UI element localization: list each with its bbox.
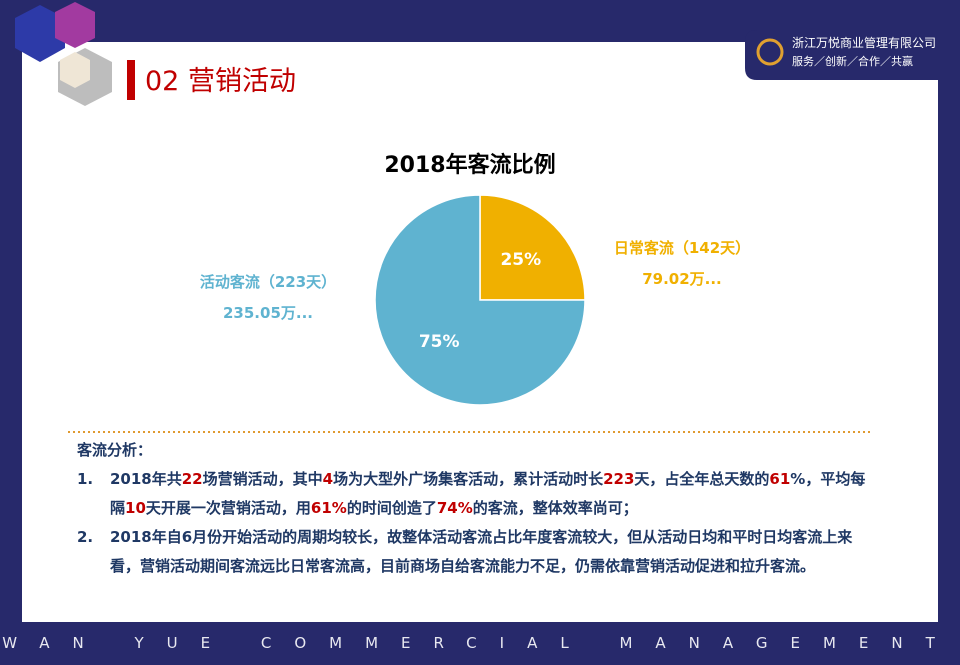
- pie-slice: [374, 194, 586, 406]
- category-label: 日常客流（142天）: [614, 239, 750, 257]
- text-run: 的客流，整体效率尚可；: [472, 499, 638, 517]
- analysis: 客流分析： 1. 2018年共22场营销活动，其中4场为大型外广场集客活动，累计活…: [77, 436, 877, 581]
- company-name: 浙江万悦商业管理有限公司: [792, 35, 936, 50]
- item-number: 1.: [77, 470, 94, 488]
- slogan: 服务／创新／合作／共赢: [792, 54, 913, 68]
- text-run: 的时间创造了: [346, 499, 437, 517]
- category-annotation: 79.02万...: [642, 270, 722, 288]
- slice-label: 75%: [419, 332, 460, 352]
- logo-tab: [745, 30, 960, 80]
- item-text: 2018年自6月份开始活动的周期均较长，故整体活动客流占比年度客流较大，但从活动…: [110, 523, 877, 581]
- highlight: 74%: [436, 499, 473, 517]
- chart-title: 2018年客流比例: [384, 152, 555, 178]
- highlight: 4: [322, 470, 334, 488]
- text-run: 场为大型外广场集客活动，累计活动时长: [333, 470, 604, 488]
- highlight: 10: [125, 499, 146, 517]
- footer: WAN YUE COMMERCIAL MANAGEMENT: [2, 634, 958, 652]
- text-run: 天开展一次营销活动，用: [145, 499, 311, 517]
- text-run: 天，占全年总天数的: [634, 470, 770, 488]
- analysis-item: 1. 2018年共22场营销活动，其中4场为大型外广场集客活动，累计活动时长223…: [77, 465, 877, 523]
- highlight: 223: [603, 470, 635, 488]
- section-title: 02 营销活动: [145, 66, 296, 97]
- logo-icon: [756, 38, 784, 66]
- category-label: 活动客流（223天）: [200, 273, 336, 291]
- pie-slice: [479, 194, 586, 301]
- section-bar: [127, 60, 135, 100]
- text-run: 2018年自6月份开始活动的周期均较长，故整体活动客流占比年度客流较大，但从活动…: [110, 528, 853, 575]
- highlight: 22: [181, 470, 203, 488]
- highlight: 61: [769, 470, 791, 488]
- text-run: 2018年共: [110, 470, 182, 488]
- item-number: 2.: [77, 528, 94, 546]
- item-text: 2018年共22场营销活动，其中4场为大型外广场集客活动，累计活动时长223天，…: [110, 465, 877, 523]
- hexagon: [60, 52, 90, 88]
- analysis-item: 2. 2018年自6月份开始活动的周期均较长，故整体活动客流占比年度客流较大，但从…: [77, 523, 877, 581]
- analysis-heading: 客流分析：: [77, 441, 153, 459]
- slice-label: 25%: [500, 250, 541, 270]
- text-run: %，平均每隔: [110, 470, 866, 517]
- hexagon: [15, 5, 65, 62]
- text-run: 场营销活动，其中: [202, 470, 323, 488]
- highlight: 61%: [310, 499, 347, 517]
- hexagon: [55, 2, 95, 48]
- category-annotation: 235.05万...: [223, 304, 313, 322]
